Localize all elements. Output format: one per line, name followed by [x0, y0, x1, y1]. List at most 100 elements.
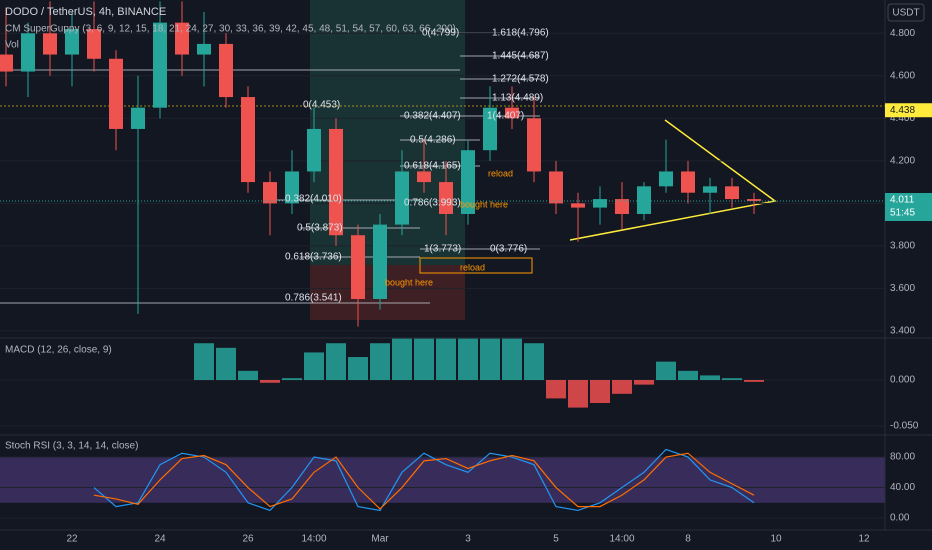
candle-body — [703, 186, 717, 193]
candle-body — [439, 182, 453, 214]
x-tick-label: 5 — [553, 534, 559, 545]
macd-bar — [634, 380, 654, 385]
x-tick-label: 14:00 — [609, 534, 634, 545]
y-tick-label: 4.200 — [890, 155, 915, 166]
annotation: 0.618(4.165) — [404, 161, 461, 172]
candle-body — [109, 58, 123, 129]
macd-bar — [238, 370, 258, 381]
stoch-line — [93, 452, 755, 510]
annotation: 0(4.453) — [303, 100, 340, 111]
macd-bar — [722, 378, 742, 381]
annotation: 0.786(3.541) — [285, 293, 342, 304]
title: DODO / TetherUS, 4h, BINANCE — [5, 6, 166, 18]
macd-bar — [282, 378, 302, 381]
x-tick-label: 14:00 — [301, 534, 326, 545]
candle-body — [175, 22, 189, 55]
macd-bar — [414, 338, 434, 381]
annotation: 0.618(3.736) — [285, 252, 342, 263]
candle-body — [131, 107, 145, 129]
vol-label: Vol — [5, 40, 19, 51]
candle-body — [593, 199, 607, 208]
marked-price: 4.438 — [890, 105, 915, 116]
candle-body — [65, 29, 79, 55]
macd-bar — [326, 343, 346, 381]
candle-body — [571, 203, 585, 208]
candle-body — [637, 186, 651, 214]
annotation: 1.272(4.578) — [492, 74, 549, 85]
y-tick-label: 80.00 — [890, 452, 915, 463]
countdown: 51:45 — [890, 208, 915, 219]
macd-bar — [392, 338, 412, 381]
indicator: CM SuperGuppy (3, 6, 9, 12, 15, 18, 21, … — [5, 24, 456, 35]
macd-bar — [502, 338, 522, 381]
candle-body — [351, 235, 365, 299]
macd-bar — [546, 380, 566, 399]
macd-bar — [260, 380, 280, 383]
y-tick-label: 3.400 — [890, 326, 915, 337]
marked-price-tag — [885, 103, 932, 118]
annotation: 0(4.799) — [422, 28, 459, 39]
y-tick-label: 3.800 — [890, 240, 915, 251]
annotations: 0(4.799) 1.618(4.796) 1.445(4.687) 1.272… — [285, 28, 549, 304]
x-tick-label: 3 — [465, 534, 471, 545]
annotation: 1.445(4.687) — [492, 51, 549, 62]
candle-body — [417, 171, 431, 183]
annotation: 0.5(4.286) — [410, 135, 456, 146]
macd-bar — [678, 370, 698, 381]
annotation: 0.786(3.993) — [404, 198, 461, 209]
candle-body — [21, 33, 35, 72]
candle-body — [505, 107, 519, 119]
stoch-line — [93, 448, 755, 512]
fib-lines — [0, 32, 932, 304]
macd-bar — [480, 338, 500, 381]
candle-body — [483, 107, 497, 151]
x-tick-label: 24 — [154, 534, 166, 545]
zone-red — [310, 265, 465, 320]
candle-body — [549, 171, 563, 204]
stoch-band — [0, 457, 885, 503]
annotation: bought here — [385, 277, 433, 287]
macd-title: MACD (12, 26, close, 9) — [5, 345, 112, 356]
macd-bar — [370, 343, 390, 381]
candle-body — [87, 29, 101, 59]
last-price: 4.011 — [890, 195, 915, 206]
candle-body — [461, 150, 475, 214]
annotation: 0(3.776) — [490, 244, 527, 255]
candle-body — [725, 186, 739, 200]
candle-body — [659, 171, 673, 187]
candle-body — [197, 43, 211, 55]
candle-body — [43, 33, 57, 55]
currency-box[interactable] — [887, 3, 925, 22]
candle-body — [0, 54, 13, 72]
candle-body — [153, 22, 167, 108]
annotation: 0.5(3.873) — [297, 223, 343, 234]
candle-body — [285, 171, 299, 204]
annotation: reload — [488, 168, 513, 178]
macd-bar — [568, 380, 588, 408]
y-tick-label: 40.00 — [890, 482, 915, 493]
candle-body — [395, 171, 409, 225]
y-tick-label: 4.600 — [890, 70, 915, 81]
annotation: reload — [460, 262, 485, 272]
y-tick-label: 0.000 — [890, 375, 915, 386]
macd-bar — [524, 343, 544, 381]
candle-body — [307, 128, 321, 172]
y-tick-label: 0.00 — [890, 513, 910, 524]
annotation: 0.382(4.407) — [404, 111, 461, 122]
candle-body — [219, 43, 233, 98]
y-tick-label: -0.050 — [890, 421, 919, 432]
x-tick-label: Mar — [371, 534, 389, 545]
x-tick-label: 26 — [242, 534, 254, 545]
macd-bar — [590, 380, 610, 404]
candle-body — [263, 182, 277, 204]
macd-bar — [216, 347, 236, 381]
x-tick-label: 22 — [66, 534, 78, 545]
macd-bar — [348, 357, 368, 381]
y-tick-label: 4.800 — [890, 28, 915, 39]
annotation: bought here — [460, 199, 508, 209]
candle-body — [373, 224, 387, 299]
stoch-title: Stoch RSI (3, 3, 14, 14, close) — [5, 441, 138, 452]
macd-bar — [612, 380, 632, 394]
candle-body — [615, 199, 629, 214]
